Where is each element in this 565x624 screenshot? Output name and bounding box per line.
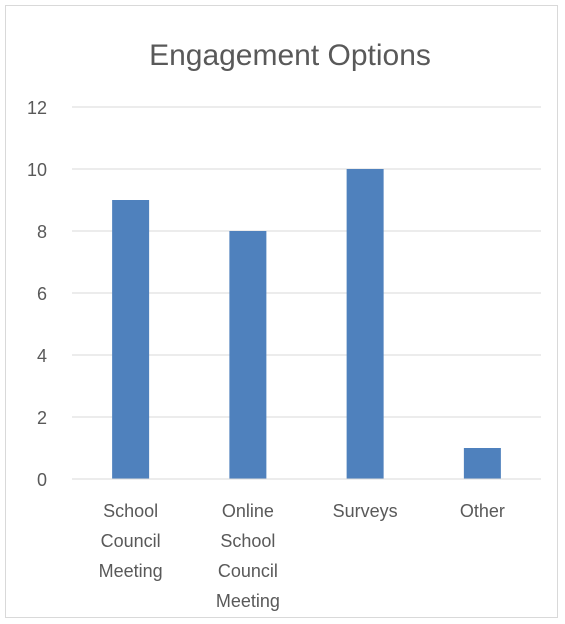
x-category-label-line: Council bbox=[101, 531, 161, 551]
x-category-label-line: School bbox=[220, 531, 275, 551]
bar-school-council-meeting bbox=[112, 200, 150, 479]
bars bbox=[112, 169, 501, 479]
x-category-label-line: School bbox=[103, 501, 158, 521]
x-category-label: Surveys bbox=[333, 501, 398, 521]
y-tick-label: 2 bbox=[37, 408, 47, 428]
x-category-label-line: Online bbox=[222, 501, 274, 521]
x-category-label: School Council Meeting bbox=[99, 501, 163, 581]
y-tick-label: 6 bbox=[37, 284, 47, 304]
x-category-label: Online School Council Meeting bbox=[216, 501, 280, 611]
gridlines bbox=[72, 106, 541, 418]
bar-surveys bbox=[346, 169, 384, 479]
x-category-label: Other bbox=[460, 501, 505, 521]
bar-other bbox=[463, 448, 501, 479]
y-tick-label: 10 bbox=[27, 160, 47, 180]
y-tick-label: 0 bbox=[37, 470, 47, 490]
x-category-label-line: Council bbox=[218, 561, 278, 581]
x-category-label-line: Meeting bbox=[216, 591, 280, 611]
x-category-label-line: Surveys bbox=[333, 501, 398, 521]
bar-online-school-council-meeting bbox=[229, 231, 267, 479]
x-axis-category-labels: School Council Meeting Online School Council M… bbox=[99, 501, 505, 611]
y-tick-label: 8 bbox=[37, 222, 47, 242]
x-category-label-line: Meeting bbox=[99, 561, 163, 581]
y-tick-label: 12 bbox=[27, 98, 47, 118]
y-axis-tick-labels: 0 2 4 6 8 10 12 bbox=[27, 98, 47, 490]
x-category-label-line: Other bbox=[460, 501, 505, 521]
y-tick-label: 4 bbox=[37, 346, 47, 366]
chart-title: Engagement Options bbox=[149, 39, 431, 72]
